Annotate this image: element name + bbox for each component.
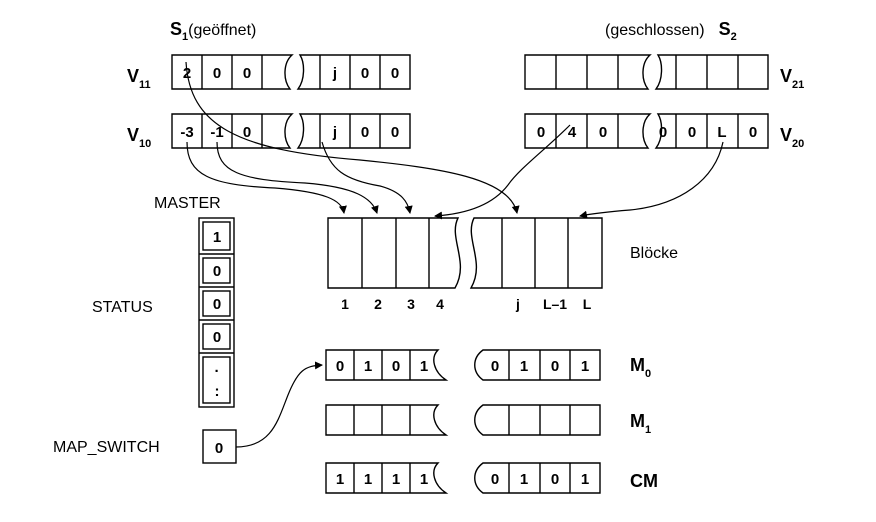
map-cell: 1 — [520, 471, 528, 488]
map-cell: 1 — [364, 471, 372, 488]
cm-map: 1 1 1 1 0 1 0 1 — [325, 462, 601, 494]
map-cell: 1 — [581, 358, 589, 375]
map-cell: 1 — [420, 471, 428, 488]
block-number: j — [515, 296, 520, 312]
block-number: 1 — [341, 296, 349, 312]
s2-label: (geschlossen) S2 — [605, 19, 737, 43]
arrow-v10-to-block-2 — [216, 141, 379, 214]
s1-label: S1(geöffnet) — [170, 19, 256, 43]
v11-label: V11 — [127, 66, 151, 91]
map-cell: 1 — [364, 358, 372, 375]
vector-cell: 0 — [361, 124, 369, 141]
map-cell: 1 — [336, 471, 344, 488]
map-cell: 0 — [491, 358, 499, 375]
v21-vector — [524, 54, 769, 90]
vector-cell: 0 — [537, 124, 545, 141]
status-cell: · — [215, 363, 220, 380]
master-label: MASTER — [154, 195, 221, 212]
map-cell: 1 — [392, 471, 400, 488]
block-number: L — [583, 296, 592, 312]
arrow-v10-to-block-1 — [186, 141, 347, 214]
v21-label: V21 — [780, 66, 804, 91]
vector-cell: 0 — [659, 124, 667, 141]
v10-vector: -3 -1 0 j 0 0 — [171, 113, 411, 149]
m0-map: 0 1 0 1 0 1 0 1 — [325, 349, 601, 381]
vector-cell: 0 — [688, 124, 696, 141]
block-number: 2 — [374, 296, 382, 312]
vector-cell: 0 — [391, 65, 399, 82]
vector-cell: -1 — [210, 124, 223, 141]
status-cell: : — [215, 383, 220, 400]
map-cell: 1 — [581, 471, 589, 488]
map-cell: 1 — [420, 358, 428, 375]
map-cell: 0 — [491, 471, 499, 488]
block-number: L–1 — [543, 296, 567, 312]
vector-cell: 0 — [599, 124, 607, 141]
vector-cell: 0 — [213, 65, 221, 82]
v10-label: V10 — [127, 125, 151, 150]
status-cell: 0 — [213, 329, 221, 346]
map-cell: 0 — [551, 471, 559, 488]
blocks-label: Blöcke — [630, 245, 678, 262]
status-label: STATUS — [92, 299, 153, 316]
status-column: 1 0 0 0 · : — [198, 217, 235, 408]
map-cell: 1 — [520, 358, 528, 375]
vector-cell: -3 — [180, 124, 193, 141]
arrow-v20-to-block-4 — [434, 124, 571, 220]
vector-cell: 0 — [391, 124, 399, 141]
map-switch-box — [202, 429, 237, 464]
map-switch-value: 0 — [215, 440, 223, 457]
v11-vector: 2 0 0 j 0 0 — [171, 54, 411, 90]
arrow-v10j-to-block-3 — [321, 141, 413, 214]
map-cell: 0 — [392, 358, 400, 375]
vector-cell: 0 — [361, 65, 369, 82]
map-cell: 0 — [551, 358, 559, 375]
map-switch-label: MAP_SWITCH — [53, 439, 160, 456]
vector-cell: L — [717, 124, 726, 141]
arrow-v11-to-block-j — [185, 61, 520, 214]
vector-cell: 0 — [243, 124, 251, 141]
block-number: 4 — [436, 296, 444, 312]
vector-cell: 4 — [568, 124, 577, 141]
m1-label: M1 — [630, 411, 651, 436]
vector-cell: j — [332, 124, 337, 141]
vector-cell: 0 — [243, 65, 251, 82]
blocks-array — [327, 217, 603, 289]
arrow-map-switch-to-m0 — [235, 361, 323, 448]
status-cell: 1 — [213, 229, 221, 246]
arrows — [185, 61, 724, 448]
v20-vector: 0 4 0 0 0 L 0 — [524, 113, 769, 149]
m1-map — [325, 404, 601, 436]
status-cell: 0 — [213, 296, 221, 313]
v20-label: V20 — [780, 125, 804, 150]
status-cell: 0 — [213, 263, 221, 280]
m0-label: M0 — [630, 355, 651, 380]
vector-cell: 0 — [749, 124, 757, 141]
cm-label: CM — [630, 471, 658, 491]
map-cell: 0 — [336, 358, 344, 375]
block-number: 3 — [407, 296, 415, 312]
arrow-v20-to-block-l — [579, 141, 724, 219]
vector-cell: j — [332, 65, 337, 82]
